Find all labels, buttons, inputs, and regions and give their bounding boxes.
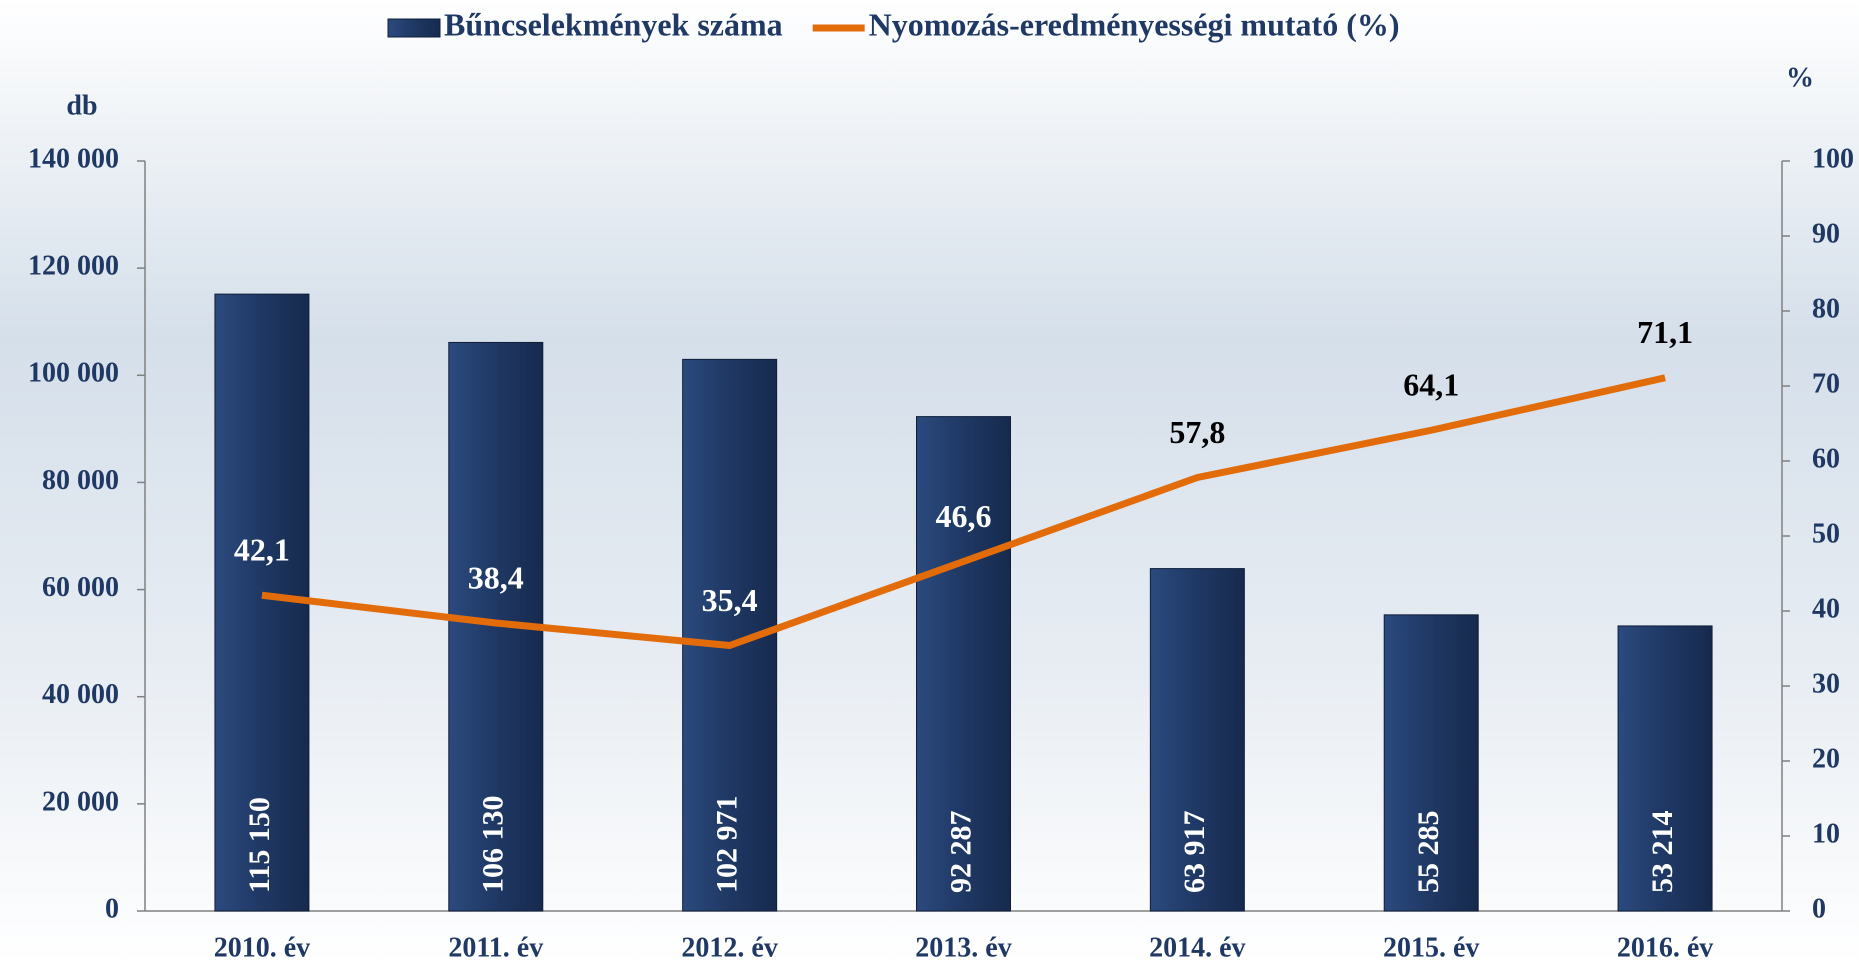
y2-tick-label: 0	[1812, 893, 1826, 924]
x-tick-label: 2010. év	[214, 932, 310, 963]
y2-tick-label: 80	[1812, 293, 1840, 324]
legend-label: Nyomozás-eredményességi mutató (%)	[869, 6, 1400, 42]
y-tick-label: 100 000	[28, 358, 119, 389]
y2-tick-label: 10	[1812, 818, 1840, 849]
page: db % 0 20 000 40 000 60 000 80 000 100 000 120…	[0, 0, 1859, 963]
line-value-label: 35,4	[702, 582, 758, 618]
bar-value-label: 55 285	[1412, 811, 1445, 894]
chart: db % 0 20 000 40 000 60 000 80 000 100 000 120…	[0, 0, 1859, 963]
line-value-label: 38,4	[468, 559, 524, 595]
bar-value-label: 92 287	[944, 811, 977, 894]
bar-value-label: 102 971	[711, 796, 744, 894]
x-tick-label: 2012. év	[681, 932, 777, 963]
x-tick-label: 2016. év	[1617, 932, 1713, 963]
bar-value-label: 106 130	[477, 796, 510, 894]
x-tick-label: 2011. év	[448, 932, 543, 963]
y2-axis-title: %	[1786, 62, 1814, 93]
y2-tick-label: 30	[1812, 668, 1840, 699]
x-tick-label: 2015. év	[1383, 932, 1479, 963]
y2-tick-label: 20	[1812, 743, 1840, 774]
y-axis-title: db	[66, 90, 97, 121]
y-tick-label: 80 000	[42, 465, 119, 496]
line-value-label: 71,1	[1637, 314, 1693, 350]
y-tick-label: 140 000	[28, 143, 119, 174]
x-tick-label: 2014. év	[1149, 932, 1245, 963]
line-value-label: 46,6	[936, 498, 992, 534]
y2-tick-label: 70	[1812, 368, 1840, 399]
line-value-label: 42,1	[234, 532, 290, 568]
line-value-label: 64,1	[1403, 367, 1459, 403]
y2-tick-label: 50	[1812, 518, 1840, 549]
y2-tick-label: 90	[1812, 218, 1840, 249]
y-tick-label: 20 000	[42, 786, 119, 817]
bar-value-label: 63 917	[1178, 811, 1211, 894]
line-value-label: 57,8	[1169, 414, 1225, 450]
y-tick-label: 60 000	[42, 572, 119, 603]
y-tick-label: 0	[105, 893, 119, 924]
y2-tick-label: 100	[1812, 143, 1854, 174]
y2-tick-label: 60	[1812, 443, 1840, 474]
legend-label: Bűncselekmények száma	[444, 6, 783, 42]
legend-swatch	[388, 19, 440, 37]
y-tick-label: 40 000	[42, 679, 119, 710]
y2-tick-label: 40	[1812, 593, 1840, 624]
y-tick-label: 120 000	[28, 251, 119, 282]
bar-value-label: 115 150	[243, 797, 276, 893]
x-tick-label: 2013. év	[915, 932, 1011, 963]
bar-value-label: 53 214	[1646, 811, 1679, 894]
